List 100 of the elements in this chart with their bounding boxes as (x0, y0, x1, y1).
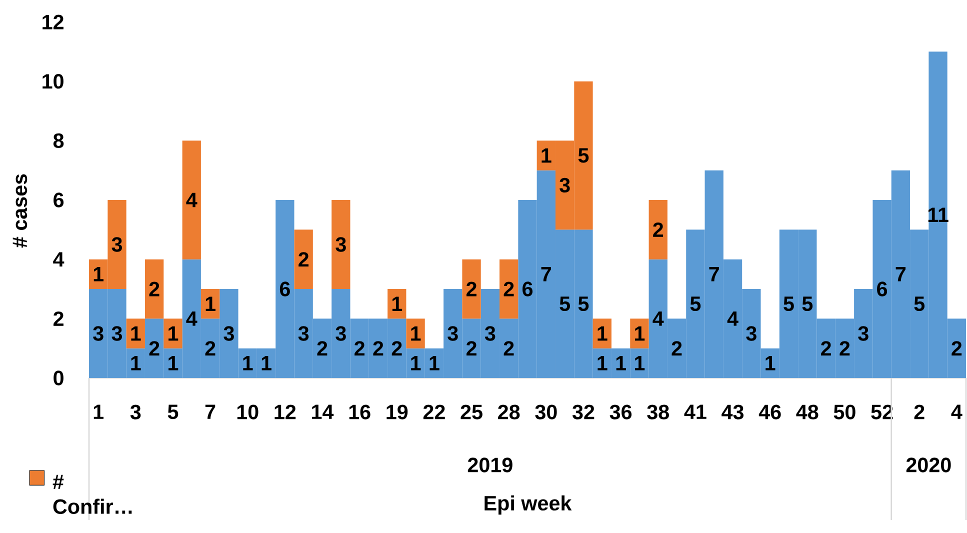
x-tick-label: 7 (205, 404, 216, 419)
x-tick-label: 2 (914, 404, 924, 420)
data-label: 1 (598, 356, 608, 370)
x-tick-label: 41 (684, 404, 706, 419)
data-label: 1 (206, 296, 216, 311)
data-label: 2 (504, 282, 514, 296)
y-tick-label: 4 (53, 252, 64, 266)
legend-label: # Confir… (52, 474, 132, 514)
x-tick-label: 43 (722, 404, 744, 420)
data-label: 2 (840, 341, 850, 356)
data-label: 2 (205, 341, 216, 356)
data-label: 1 (635, 326, 645, 341)
x-tick-label: 4 (951, 404, 962, 419)
bar (462, 259, 481, 319)
bar (648, 200, 668, 260)
data-label: 7 (709, 267, 719, 282)
data-label: 1 (411, 356, 421, 370)
data-label: 1 (635, 356, 645, 370)
bar (500, 259, 518, 319)
data-label: 2 (317, 341, 328, 356)
text: 2020 (906, 458, 951, 472)
y-tick-label: 8 (53, 133, 64, 148)
data-label: 2 (392, 341, 402, 356)
bar (630, 318, 649, 348)
data-label: 3 (112, 326, 122, 341)
data-label: 4 (727, 312, 738, 326)
data-label: 2 (354, 341, 364, 356)
bar (182, 140, 201, 260)
x-tick-label: 14 (312, 404, 334, 419)
x-tick-label: 32 (572, 404, 594, 420)
data-label: 5 (690, 296, 701, 312)
data-label: 1 (94, 267, 104, 282)
x-tick-label: 10 (237, 404, 258, 420)
x-tick-label: 5 (168, 404, 178, 420)
data-label: 3 (336, 237, 346, 252)
data-label: 1 (131, 326, 141, 341)
data-label: 5 (578, 148, 589, 163)
data-label: 2 (952, 341, 962, 356)
data-label: 2 (672, 341, 682, 356)
data-label: 4 (186, 192, 198, 208)
data-label: 5 (914, 296, 925, 312)
data-label: 5 (802, 296, 813, 312)
data-label: 1 (542, 148, 552, 163)
data-label: 5 (560, 296, 570, 312)
x-tick-label: 16 (349, 404, 370, 420)
x-tick-label: 25 (460, 404, 482, 420)
data-label: 1 (392, 296, 402, 311)
data-label: 1 (243, 356, 253, 370)
data-label: 2 (149, 282, 160, 296)
data-label: 3 (448, 326, 458, 341)
data-label: 2 (149, 341, 160, 356)
text: 2019 (468, 458, 512, 472)
x-tick-label: 28 (498, 404, 520, 420)
data-label: 7 (541, 267, 551, 282)
data-label: 1 (411, 326, 421, 341)
data-label: 2 (821, 341, 831, 356)
bar (144, 259, 164, 319)
data-label: 1 (168, 356, 178, 370)
x-tick-label: 30 (535, 404, 557, 420)
x-tick-label: 46 (758, 404, 781, 420)
data-label: 2 (373, 341, 384, 356)
x-tick-label: 36 (610, 404, 632, 420)
data-label: 1 (131, 356, 141, 370)
y-tick-label: 2 (54, 311, 64, 326)
data-label: 3 (484, 326, 496, 341)
data-label: 3 (336, 326, 346, 341)
x-tick-label: 38 (647, 404, 669, 420)
data-label: 4 (652, 312, 664, 326)
data-label: 6 (877, 282, 888, 296)
bar (332, 200, 350, 289)
bar (406, 318, 425, 348)
y-tick-label: 10 (42, 74, 64, 89)
data-label: 1 (430, 356, 440, 370)
x-tick-label: 52 (871, 404, 893, 420)
y-tick-label: 6 (54, 192, 64, 208)
data-label: 2 (298, 252, 309, 267)
data-label: 1 (262, 356, 272, 370)
x-tick-label: 48 (796, 404, 818, 420)
x-tick-label: 19 (386, 404, 408, 420)
data-label: 6 (522, 282, 533, 296)
data-label: 3 (112, 237, 122, 252)
x-tick-label: 3 (130, 404, 141, 420)
data-label: 4 (186, 312, 198, 326)
data-label: 1 (766, 356, 776, 370)
x-tick-label: 1 (94, 404, 104, 419)
data-label: 2 (466, 341, 476, 356)
data-label: 1 (598, 326, 608, 341)
y-tick-label: 12 (42, 14, 64, 30)
y-tick-label: 0 (54, 370, 64, 386)
data-label: 3 (298, 326, 309, 341)
x-tick-label: 22 (423, 404, 445, 420)
data-label: 1 (168, 326, 178, 341)
x-tick-label: 50 (834, 404, 856, 420)
data-label: 3 (560, 178, 570, 192)
data-label: 7 (896, 267, 906, 282)
data-label: 3 (224, 326, 234, 341)
data-label: 2 (504, 341, 514, 356)
data-label: 3 (746, 326, 756, 341)
data-label: 1 (616, 356, 626, 370)
data-label: 3 (93, 326, 104, 341)
